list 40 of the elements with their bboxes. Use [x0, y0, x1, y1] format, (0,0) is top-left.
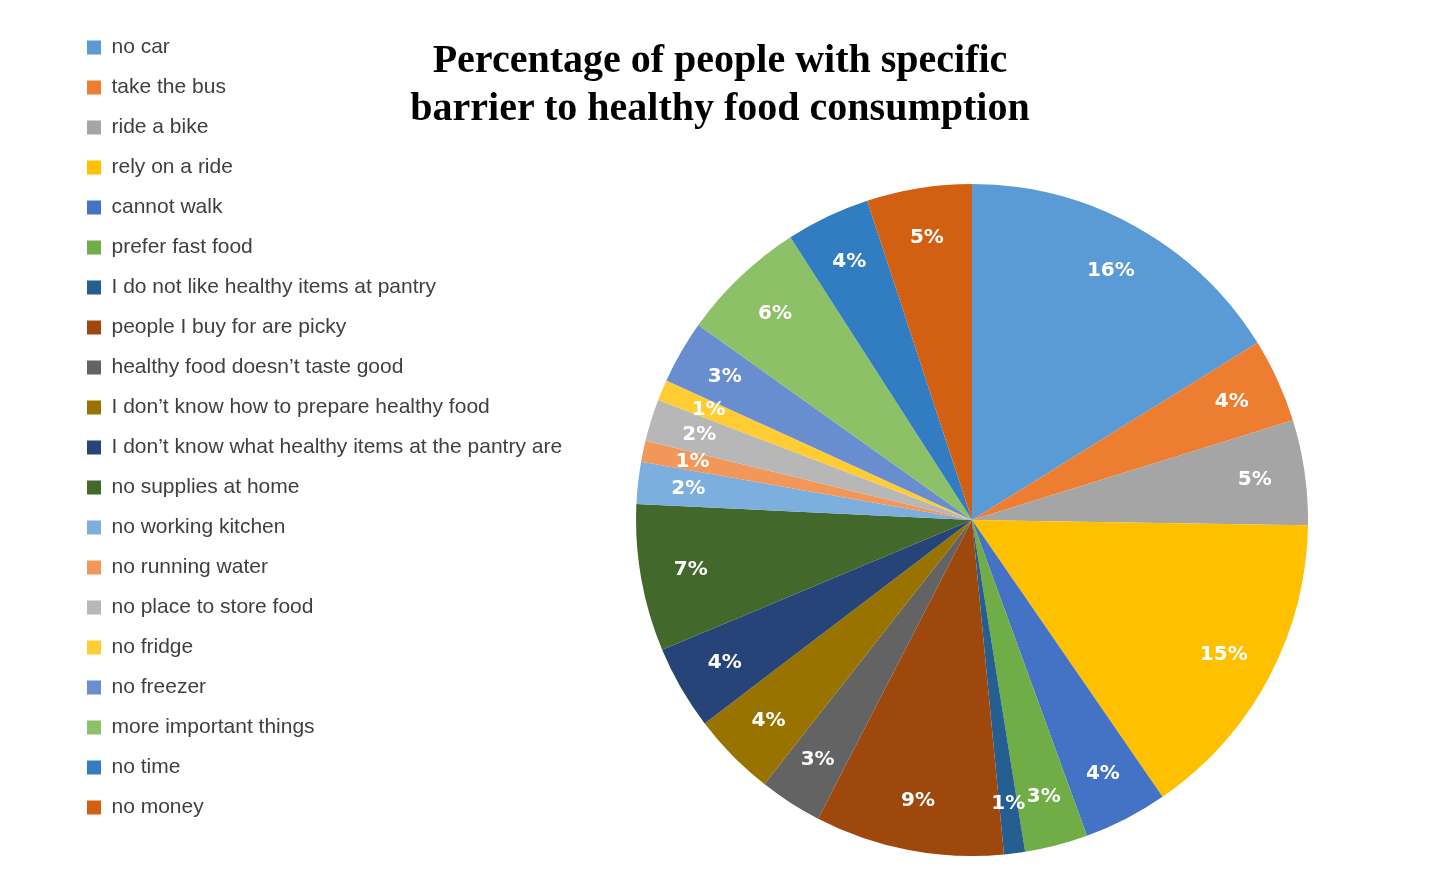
- legend-label: more important things: [111, 714, 315, 738]
- legend-label: no place to store food: [111, 594, 314, 618]
- data-label: 4%: [1214, 387, 1249, 412]
- data-label: 1%: [675, 447, 710, 472]
- data-label: 6%: [757, 299, 792, 324]
- data-label: 4%: [707, 649, 742, 673]
- legend-label: I do not like healthy items at pantry: [111, 274, 437, 298]
- data-label: 16%: [1086, 256, 1135, 281]
- legend-label: no freezer: [111, 674, 207, 698]
- legend-label: no fridge: [111, 634, 194, 658]
- legend-label: cannot walk: [111, 194, 223, 218]
- data-label: 3%: [707, 363, 742, 388]
- legend-label: I don’t know how to prepare healthy food: [111, 394, 490, 418]
- data-label: 2%: [682, 421, 717, 446]
- data-label: 5%: [1237, 465, 1272, 490]
- data-label: 2%: [671, 474, 706, 499]
- legend-label: no working kitchen: [111, 514, 286, 538]
- text: Percentage of people with specific barrier to healthy food consumption: [410, 36, 1030, 130]
- legend-label: no supplies at home: [111, 474, 300, 498]
- data-label: 4%: [751, 706, 786, 731]
- data-label: 15%: [1199, 641, 1248, 666]
- legend-label: prefer fast food: [111, 234, 253, 258]
- legend-label: no running water: [111, 554, 268, 578]
- legend-label: take the bus: [111, 74, 226, 98]
- data-label: 9%: [901, 786, 935, 811]
- data-label: 4%: [1085, 760, 1120, 785]
- data-label: 1%: [691, 395, 726, 420]
- legend-label: rely on a ride: [111, 154, 233, 178]
- legend-label: no time: [111, 754, 181, 778]
- legend-label: healthy food doesn’t taste good: [111, 354, 404, 378]
- data-label: 5%: [909, 224, 944, 249]
- legend-label: I don’t know what healthy items at the pantry are: [111, 434, 563, 458]
- legend-label: ride a bike: [111, 114, 209, 138]
- data-label: 3%: [1026, 782, 1061, 807]
- legend-label: no car: [111, 34, 170, 58]
- legend-label: no money: [111, 794, 205, 818]
- legend-label: people I buy for are picky: [111, 314, 347, 338]
- data-label: 3%: [800, 746, 835, 771]
- data-label: 7%: [673, 555, 708, 580]
- data-label: 4%: [832, 248, 867, 273]
